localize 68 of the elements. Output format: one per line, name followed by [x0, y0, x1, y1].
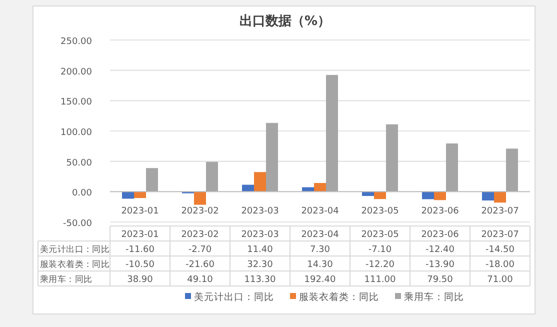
bar — [506, 148, 518, 192]
bar — [206, 162, 218, 192]
x-tick-label: 2023-01 — [121, 206, 159, 217]
y-tick-label: 150.00 — [60, 98, 92, 108]
data-label: -14.50 — [485, 245, 515, 255]
bar — [422, 192, 434, 200]
data-label: -12.20 — [365, 260, 395, 270]
category-label: 2023-03 — [241, 230, 279, 240]
bar — [134, 192, 146, 198]
y-tick-label: 200.00 — [60, 67, 92, 78]
chart-title: 出口数据（%） — [239, 14, 331, 29]
category-label: 2023-04 — [301, 230, 339, 240]
data-label: -7.10 — [368, 245, 392, 255]
category-label: 2023-06 — [421, 230, 459, 240]
data-label: 14.30 — [307, 260, 334, 270]
bar — [482, 192, 494, 200]
bar — [446, 143, 458, 192]
bar — [494, 192, 506, 203]
data-label: 71.00 — [487, 275, 514, 285]
x-tick-label: 2023-04 — [301, 206, 340, 217]
bar — [386, 124, 398, 192]
legend-label: 服装衣着类：同比 — [299, 291, 379, 303]
category-label: 2023-01 — [121, 230, 159, 240]
bar — [266, 122, 278, 192]
legend-label: 乘用车：同比 — [404, 291, 464, 303]
y-tick-label: 250.00 — [60, 37, 92, 47]
data-label: 11.40 — [247, 245, 274, 255]
data-label: -10.50 — [125, 260, 155, 270]
bar — [194, 192, 206, 205]
y-tick-label: 0.00 — [72, 188, 92, 199]
data-label: 49.10 — [187, 275, 214, 285]
bar — [326, 74, 338, 192]
data-label: -18.00 — [485, 260, 515, 270]
bar — [314, 182, 326, 192]
y-tick-label: -50.00 — [62, 219, 92, 229]
x-tick-label: 2023-07 — [481, 206, 519, 217]
text: 服装衣着类：同比 — [40, 260, 110, 270]
data-label: -2.70 — [188, 245, 212, 255]
data-label: 32.30 — [247, 260, 274, 270]
data-label: 79.50 — [427, 275, 454, 285]
y-tick-label: 50.00 — [66, 158, 92, 168]
data-label: 113.30 — [244, 275, 276, 285]
text: 乘用车：同比 — [40, 275, 92, 285]
bar — [302, 187, 314, 192]
category-label: 2023-07 — [481, 230, 519, 240]
text: 美元计出口：同比 — [40, 245, 110, 255]
bar — [146, 168, 158, 192]
legend-label: 美元计出口：同比 — [194, 291, 274, 303]
data-label: 192.40 — [304, 275, 336, 285]
data-label: 38.90 — [127, 275, 154, 285]
x-tick-label: 2023-06 — [421, 206, 460, 217]
x-tick-label: 2023-03 — [241, 206, 279, 217]
bar — [362, 192, 374, 196]
category-label: 2023-02 — [181, 230, 219, 240]
data-label: 7.30 — [310, 245, 330, 255]
bar — [254, 172, 266, 192]
bar — [122, 192, 134, 199]
data-label: -21.60 — [185, 260, 215, 270]
data-label: 111.00 — [364, 275, 396, 285]
data-label: -13.90 — [425, 260, 455, 270]
x-tick-label: 2023-05 — [361, 206, 399, 217]
data-label: -12.40 — [425, 245, 455, 255]
y-tick-label: 100.00 — [60, 128, 92, 138]
category-label: 2023-05 — [361, 230, 399, 240]
bar — [434, 192, 446, 200]
bar — [374, 192, 386, 200]
x-tick-label: 2023-02 — [181, 206, 219, 217]
data-label: -11.60 — [125, 245, 155, 255]
